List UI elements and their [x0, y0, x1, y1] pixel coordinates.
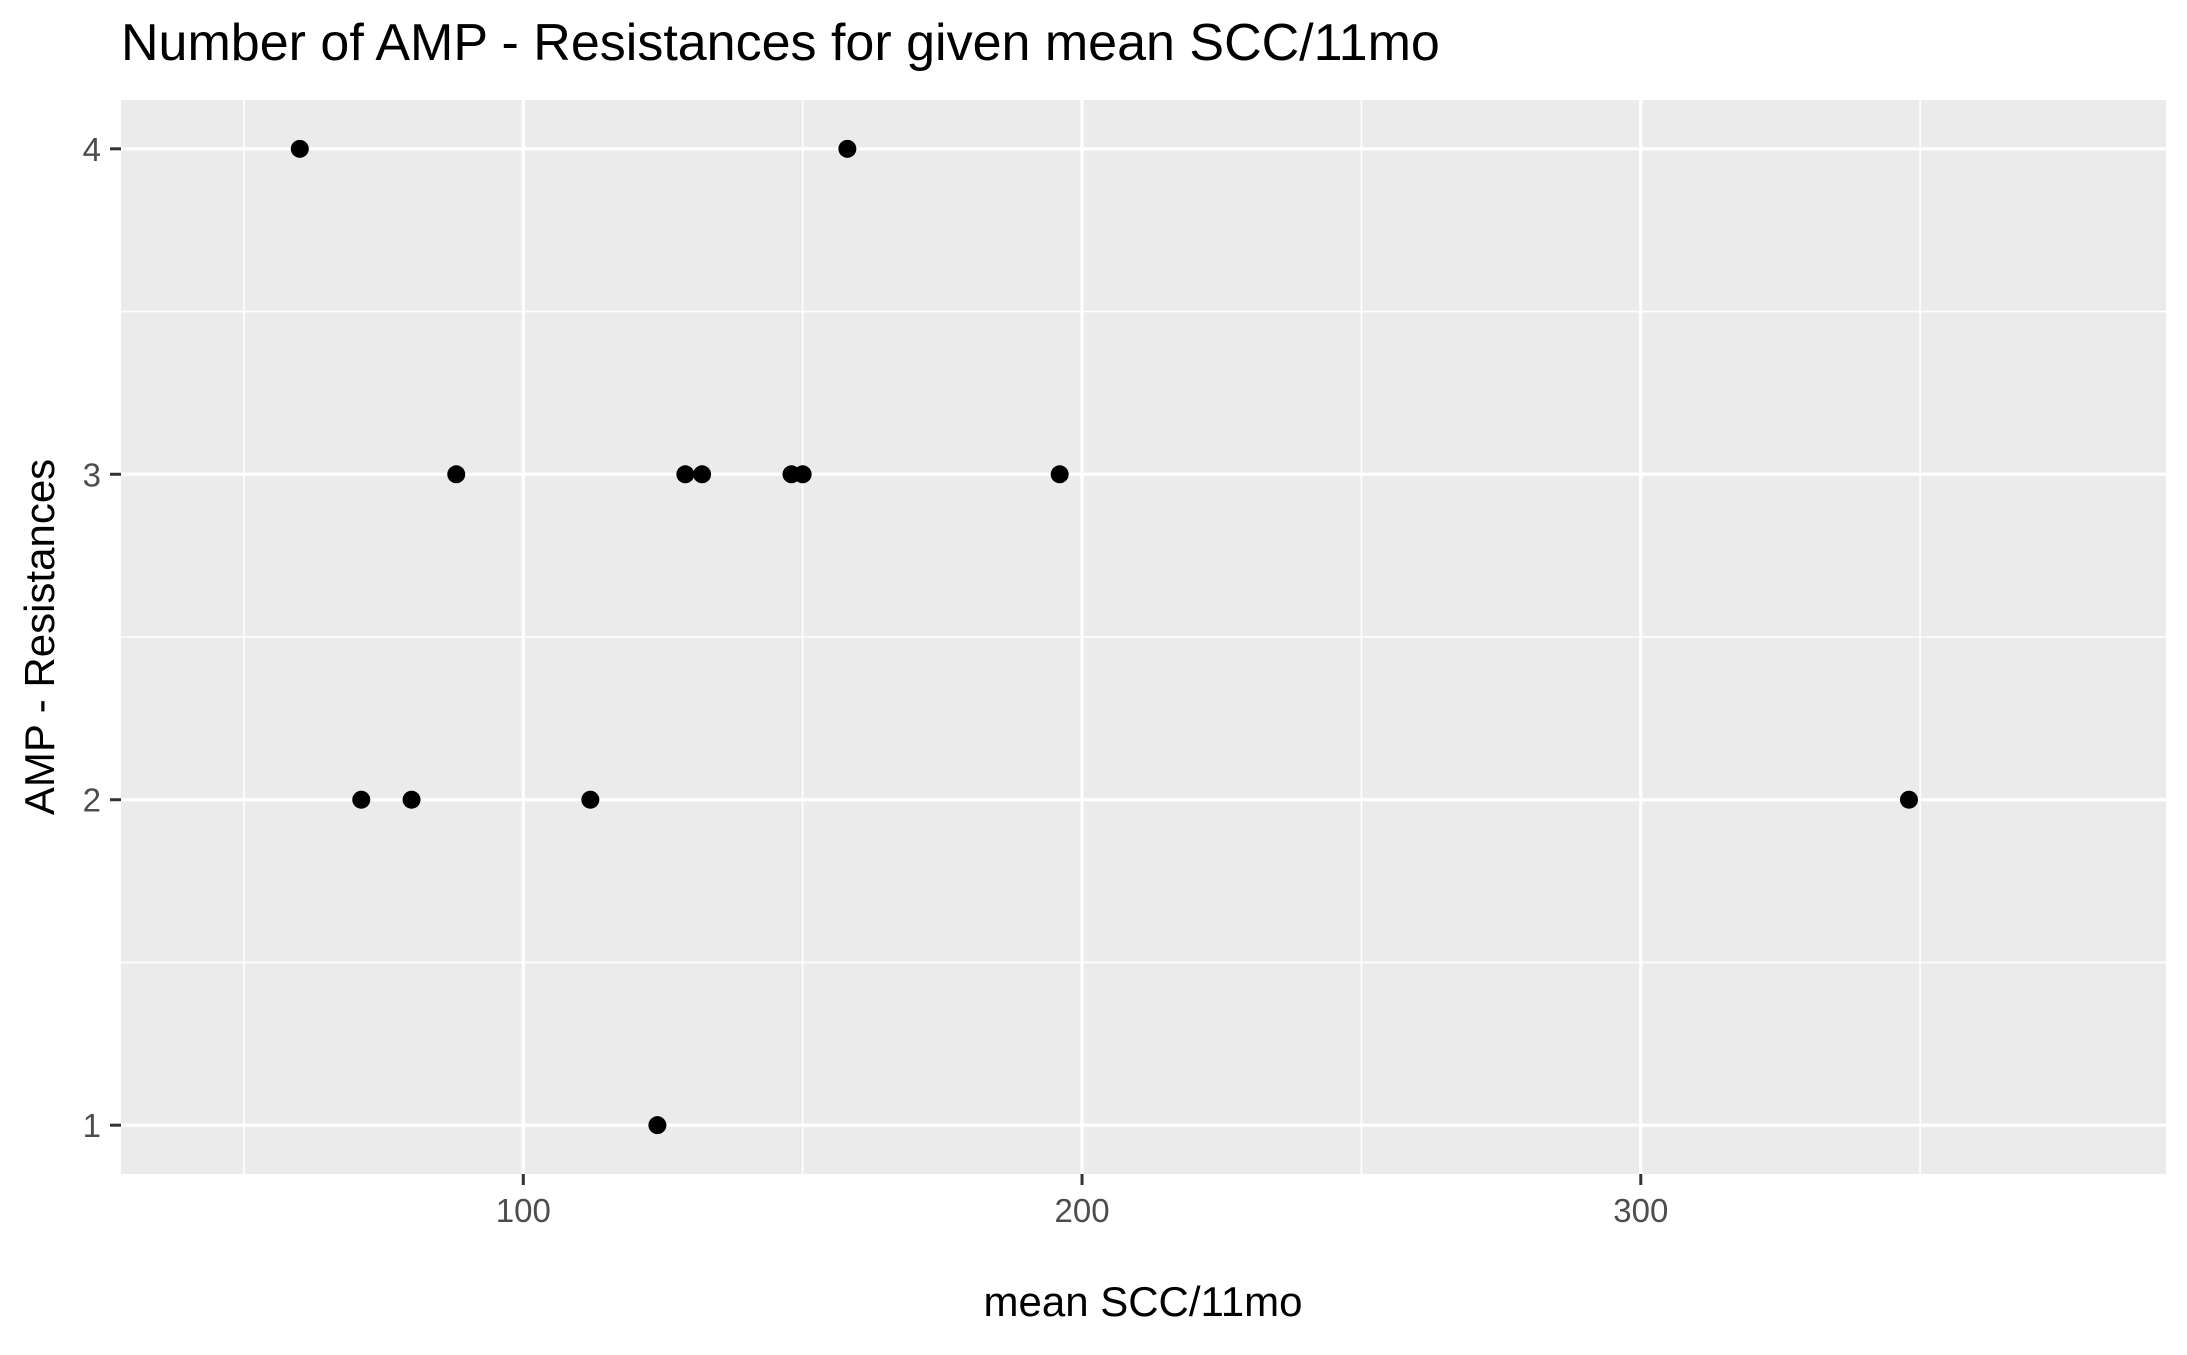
y-tick-label: 3	[83, 456, 101, 493]
data-point	[581, 790, 600, 809]
axes: 100 200 300 1 2 3 4	[83, 131, 1669, 1229]
y-axis-title: AMP - Resistances	[16, 459, 63, 815]
x-tick-label: 100	[496, 1192, 551, 1229]
chart-title: Number of AMP - Resistances for given me…	[121, 14, 1440, 72]
data-point	[352, 790, 371, 809]
data-point	[1050, 465, 1069, 484]
x-axis-title: mean SCC/11mo	[983, 1278, 1302, 1325]
data-point	[447, 465, 466, 484]
x-tick-label: 300	[1613, 1192, 1668, 1229]
data-point	[793, 465, 812, 484]
data-points	[290, 139, 1918, 1135]
data-point	[1899, 790, 1918, 809]
data-point	[693, 465, 712, 484]
data-point	[648, 1116, 667, 1135]
x-tick-label: 200	[1055, 1192, 1110, 1229]
y-tick-label: 1	[83, 1107, 101, 1144]
data-point	[290, 139, 309, 158]
grid-lines	[121, 100, 2166, 1174]
data-point	[838, 139, 857, 158]
y-tick-label: 2	[83, 782, 101, 819]
y-tick-label: 4	[83, 131, 101, 168]
data-point	[402, 790, 421, 809]
data-point	[676, 465, 695, 484]
